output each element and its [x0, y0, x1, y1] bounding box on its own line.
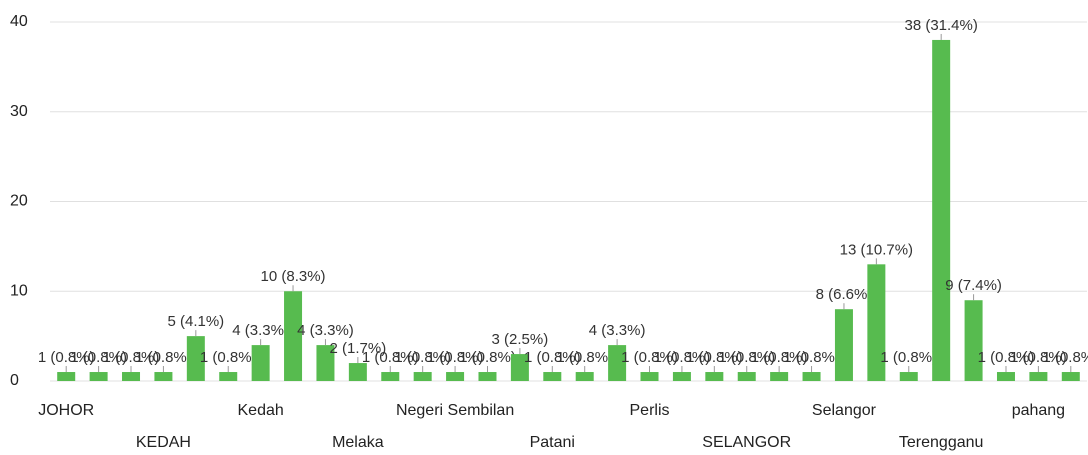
- bar: [154, 372, 173, 381]
- value-label: 1 (0.8%): [686, 349, 743, 366]
- bar: [867, 264, 886, 381]
- value-label: 1 (0.8%): [718, 349, 775, 366]
- value-label: 3 (2.5%): [492, 331, 549, 348]
- x-tick-label: pahang: [1012, 402, 1065, 419]
- bar: [996, 372, 1015, 381]
- value-label: 1 (0.8%): [135, 349, 192, 366]
- bar: [899, 372, 918, 381]
- bar: [1029, 372, 1048, 381]
- value-label: 1 (0.8%): [880, 349, 937, 366]
- bar: [640, 372, 659, 381]
- bar: [446, 372, 465, 381]
- bar: [1061, 372, 1080, 381]
- bar: [932, 39, 951, 381]
- y-tick-label: 40: [10, 13, 28, 30]
- bar: [834, 309, 853, 381]
- value-label: 1 (0.8%): [362, 349, 419, 366]
- bar: [672, 372, 691, 381]
- value-label: 1 (0.8%): [556, 349, 613, 366]
- bar: [219, 372, 238, 381]
- value-label: 9 (7.4%): [945, 277, 1002, 294]
- x-tick-label: Selangor: [812, 402, 877, 419]
- value-label: 1 (0.8%): [38, 349, 95, 366]
- bar: [413, 372, 432, 381]
- value-label: 1 (0.8%): [427, 349, 484, 366]
- value-label: 1 (0.8%): [654, 349, 711, 366]
- x-tick-label: Terengganu: [899, 434, 984, 451]
- value-label: 4 (3.3%): [589, 322, 646, 339]
- value-label: 1 (0.8%): [70, 349, 127, 366]
- bar: [284, 291, 303, 381]
- bar: [543, 372, 562, 381]
- value-label: 13 (10.7%): [840, 241, 913, 258]
- x-tick-label: SELANGOR: [702, 434, 791, 451]
- bar: [575, 372, 594, 381]
- value-label: 1 (0.8%): [783, 349, 840, 366]
- value-label: 1 (0.8%): [459, 349, 516, 366]
- bar: [705, 372, 724, 381]
- value-label: 4 (3.3%): [232, 322, 289, 339]
- bar: [802, 372, 821, 381]
- value-label: 5 (4.1%): [167, 313, 224, 330]
- bar: [251, 345, 270, 381]
- bar: [348, 363, 367, 381]
- y-tick-label: 10: [10, 282, 28, 299]
- value-label: 8 (6.6%): [816, 286, 873, 303]
- y-tick-label: 0: [10, 372, 19, 389]
- bar: [608, 345, 627, 381]
- x-tick-label: Patani: [530, 434, 575, 451]
- value-label: 1 (0.8%): [524, 349, 581, 366]
- bar: [89, 372, 108, 381]
- bar: [478, 372, 497, 381]
- x-tick-label: JOHOR: [38, 402, 94, 419]
- x-tick-label: Kedah: [238, 402, 284, 419]
- value-label: 1 (0.8%): [978, 349, 1035, 366]
- value-label: 1 (0.8%): [103, 349, 160, 366]
- value-label: 1 (0.8%): [1010, 349, 1067, 366]
- value-label: 10 (8.3%): [261, 268, 326, 285]
- value-label: 1 (0.8%): [621, 349, 678, 366]
- value-label: 1 (0.8%): [751, 349, 808, 366]
- y-tick-label: 30: [10, 103, 28, 120]
- bar: [316, 345, 335, 381]
- bar: [964, 300, 983, 381]
- value-label: 4 (3.3%): [297, 322, 354, 339]
- bar: [57, 372, 76, 381]
- value-label: 38 (31.4%): [904, 17, 977, 34]
- value-label: 1 (0.8%): [200, 349, 257, 366]
- x-tick-label: KEDAH: [136, 434, 191, 451]
- bar: [381, 372, 400, 381]
- value-label: 1 (0.8%): [394, 349, 451, 366]
- bar: [737, 372, 756, 381]
- value-label: 1 (0.8%): [1042, 349, 1088, 366]
- bar: [510, 354, 529, 381]
- x-tick-label: Melaka: [332, 434, 384, 451]
- y-tick-label: 20: [10, 193, 28, 210]
- bar: [122, 372, 141, 381]
- bar: [770, 372, 789, 381]
- value-label: 2 (1.7%): [330, 340, 387, 357]
- x-tick-label: Negeri Sembilan: [396, 402, 514, 419]
- bar: [186, 336, 205, 381]
- x-tick-label: Perlis: [630, 402, 670, 419]
